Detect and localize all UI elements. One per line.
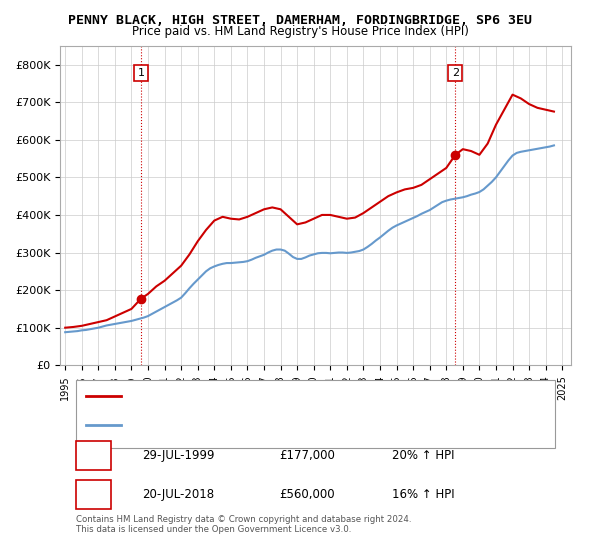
Text: 2: 2 [89,488,97,501]
FancyBboxPatch shape [76,380,555,448]
Text: 20% ↑ HPI: 20% ↑ HPI [392,449,454,461]
Text: £177,000: £177,000 [280,449,335,461]
Text: PENNY BLACK, HIGH STREET, DAMERHAM, FORDINGBRIDGE, SP6 3EU: PENNY BLACK, HIGH STREET, DAMERHAM, FORD… [68,14,532,27]
Text: Contains HM Land Registry data © Crown copyright and database right 2024.
This d: Contains HM Land Registry data © Crown c… [76,515,411,534]
Text: 2: 2 [452,68,459,78]
Text: £560,000: £560,000 [280,488,335,501]
Text: 29-JUL-1999: 29-JUL-1999 [142,449,214,461]
Text: 16% ↑ HPI: 16% ↑ HPI [392,488,455,501]
Text: HPI: Average price, detached house, New Forest: HPI: Average price, detached house, New … [131,420,361,429]
Text: PENNY BLACK, HIGH STREET, DAMERHAM, FORDINGBRIDGE, SP6 3EU (detached house): PENNY BLACK, HIGH STREET, DAMERHAM, FORD… [131,391,546,400]
FancyBboxPatch shape [76,441,111,469]
Text: Price paid vs. HM Land Registry's House Price Index (HPI): Price paid vs. HM Land Registry's House … [131,25,469,38]
Text: 1: 1 [137,68,145,78]
Text: 1: 1 [89,449,97,461]
Text: 20-JUL-2018: 20-JUL-2018 [142,488,214,501]
FancyBboxPatch shape [76,480,111,509]
